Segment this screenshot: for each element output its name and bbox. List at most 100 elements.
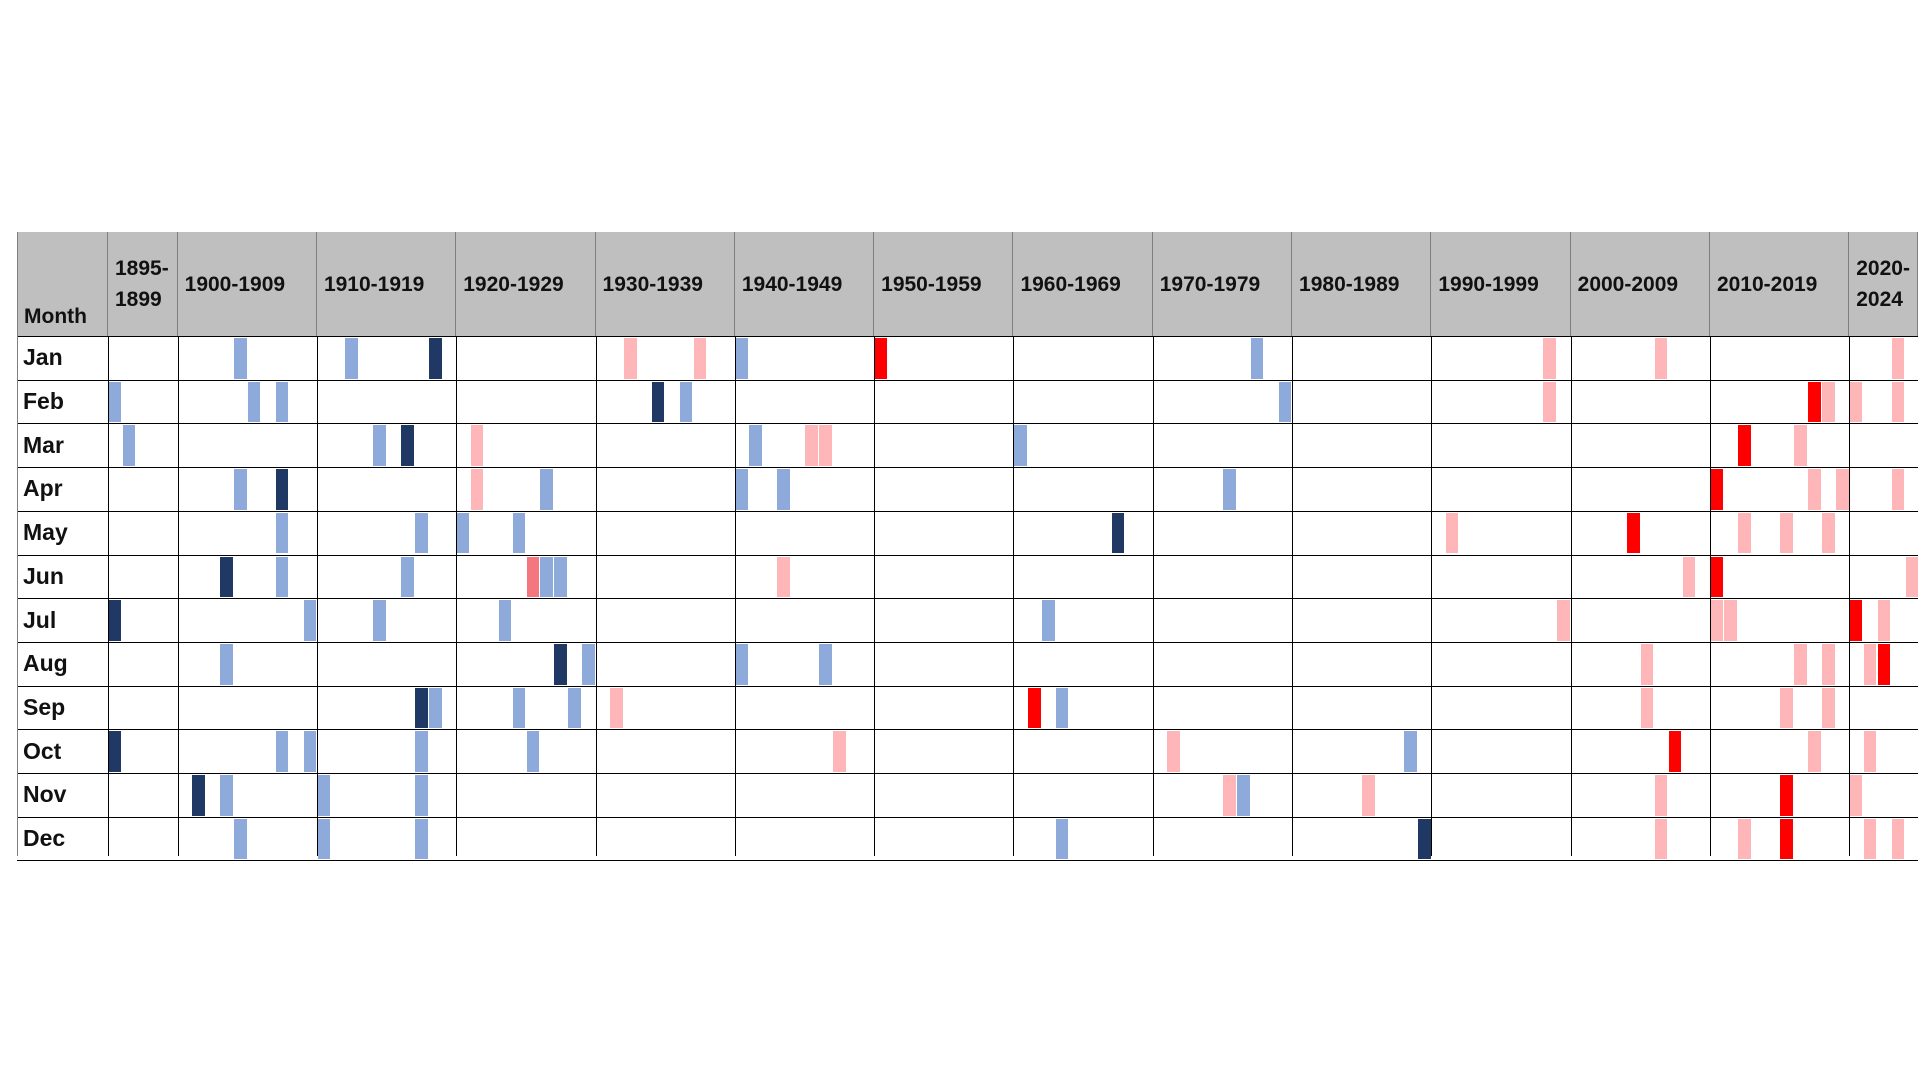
year-mark (693, 338, 707, 379)
year-mark (1278, 381, 1292, 423)
year-mark (317, 775, 331, 816)
year-mark (1821, 512, 1835, 554)
year-mark (1863, 643, 1877, 685)
year-mark (1654, 338, 1668, 379)
year-mark (1780, 687, 1793, 729)
column-line (1013, 336, 1015, 857)
year-mark (1014, 425, 1027, 467)
row-line (17, 816, 1918, 818)
year-mark (624, 338, 637, 379)
year-mark (1236, 775, 1250, 816)
year-mark (1710, 556, 1724, 598)
month-label: Sep (23, 693, 66, 720)
year-mark (1654, 775, 1668, 816)
row-line (17, 773, 1918, 774)
year-mark (1223, 775, 1236, 816)
year-mark (610, 687, 623, 729)
column-header: 1930-1939 (595, 232, 735, 336)
year-mark (1877, 643, 1891, 685)
year-mark (108, 600, 122, 641)
column-header: Month (17, 232, 108, 336)
row-line (17, 379, 1918, 381)
year-mark (1849, 600, 1863, 641)
year-mark (1543, 338, 1556, 379)
month-label: Jul (23, 606, 57, 633)
column-line (734, 336, 736, 857)
year-mark (777, 556, 790, 598)
year-mark (1849, 381, 1863, 423)
year-mark (1891, 818, 1905, 860)
month-label: Nov (23, 781, 67, 808)
year-mark (1808, 469, 1821, 510)
year-mark (1250, 338, 1264, 379)
year-mark (1640, 687, 1654, 729)
year-mark (819, 425, 832, 467)
year-mark (805, 425, 818, 467)
year-mark (1794, 425, 1807, 467)
year-mark (1682, 556, 1696, 598)
month-label: Mar (23, 431, 64, 458)
year-mark (415, 818, 428, 860)
year-mark (679, 381, 693, 423)
year-mark (220, 775, 233, 816)
column-line (177, 336, 179, 857)
year-mark (1821, 381, 1835, 423)
month-label: Jun (23, 562, 64, 589)
year-mark (470, 425, 484, 467)
year-mark (415, 687, 428, 729)
row-line (17, 598, 1918, 600)
year-mark (108, 381, 122, 423)
year-mark (220, 556, 233, 598)
column-header: 2000-2009 (1570, 232, 1710, 336)
month-label: Feb (23, 388, 64, 415)
year-mark (1849, 775, 1863, 816)
column-header: 1970-1979 (1152, 232, 1293, 336)
year-mark (1891, 338, 1905, 379)
month-label: May (23, 519, 68, 546)
year-mark (303, 600, 317, 641)
year-mark (415, 512, 428, 554)
year-mark (345, 338, 358, 379)
row-line (17, 467, 1918, 469)
row-line (17, 685, 1918, 687)
header-line (17, 336, 1918, 337)
year-mark (1654, 818, 1668, 860)
year-mark (1891, 469, 1905, 510)
month-label: Jan (23, 344, 63, 371)
year-mark (1724, 600, 1738, 641)
column-header: 1895-1899 (108, 232, 178, 336)
year-mark (303, 731, 317, 772)
year-mark (1055, 818, 1069, 860)
year-mark (1167, 731, 1180, 772)
column-header: 2020-2024 (1849, 232, 1918, 336)
year-mark (735, 338, 749, 379)
year-mark (832, 731, 846, 772)
column-line (1152, 336, 1154, 857)
year-mark (1821, 687, 1835, 729)
year-mark (1055, 687, 1069, 729)
year-mark (1557, 600, 1570, 641)
column-line (1709, 336, 1711, 857)
year-mark (428, 338, 442, 379)
column-header: 1910-1919 (316, 232, 457, 336)
row-line (17, 510, 1918, 512)
year-mark (401, 556, 414, 598)
year-mark (1821, 643, 1835, 685)
year-mark (568, 687, 581, 729)
year-mark (415, 731, 428, 772)
year-mark (554, 556, 567, 598)
year-mark (1738, 425, 1751, 467)
year-mark (428, 687, 442, 729)
year-mark (233, 818, 247, 860)
year-mark (1668, 731, 1682, 772)
year-mark (275, 731, 289, 772)
month-label: Aug (23, 650, 68, 677)
column-header: 1960-1969 (1013, 232, 1153, 336)
year-mark (275, 381, 289, 423)
year-mark (1891, 381, 1905, 423)
year-mark (819, 643, 832, 685)
year-mark (1808, 731, 1821, 772)
year-mark (122, 425, 136, 467)
column-line (1849, 336, 1851, 857)
